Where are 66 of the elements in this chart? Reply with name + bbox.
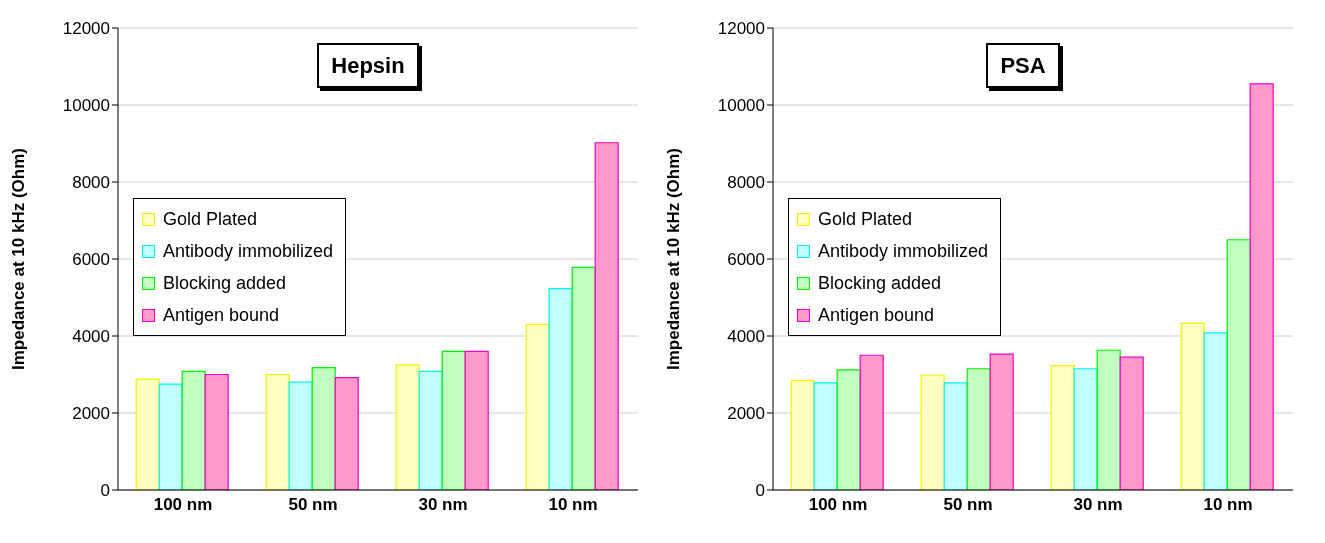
x-tick-label: 50 nm	[288, 495, 338, 515]
y-tick-label: 10000	[717, 96, 765, 116]
bar	[571, 266, 596, 490]
bar	[1203, 332, 1228, 490]
bar	[135, 378, 160, 490]
y-tick-label: 6000	[72, 250, 110, 270]
y-tick-label: 4000	[727, 327, 765, 347]
legend-label: Blocking added	[163, 272, 287, 295]
y-axis-title: Impedance at 10 kHz (Ohm)	[664, 147, 684, 371]
bar	[1226, 239, 1251, 490]
y-tick-label: 8000	[727, 173, 765, 193]
legend-label: Antigen bound	[163, 304, 280, 327]
bar	[1249, 83, 1274, 490]
bar	[464, 350, 489, 490]
x-tick-label: 30 nm	[418, 495, 468, 515]
x-tick-label: 10 nm	[1203, 495, 1253, 515]
bar	[525, 323, 550, 490]
bar	[311, 366, 336, 490]
y-tick-label: 2000	[72, 404, 110, 424]
bar	[158, 383, 183, 490]
y-tick-label: 6000	[727, 250, 765, 270]
legend-label: Antigen bound	[818, 304, 935, 327]
bar	[989, 353, 1014, 490]
y-tick-label: 12000	[717, 19, 765, 39]
bar	[548, 288, 573, 490]
y-tick-label: 0	[755, 481, 765, 501]
bar	[813, 382, 838, 490]
bar	[594, 142, 619, 490]
bar	[334, 376, 359, 490]
bar	[1050, 365, 1075, 490]
y-tick-label: 8000	[72, 173, 110, 193]
bar	[181, 370, 206, 490]
legend-label: Blocking added	[818, 272, 942, 295]
bar	[265, 373, 290, 490]
x-tick-label: 30 nm	[1073, 495, 1123, 515]
legend-label: Gold Plated	[818, 208, 913, 231]
bar	[836, 369, 861, 490]
x-tick-label: 100 nm	[808, 495, 868, 515]
y-tick-label: 2000	[727, 404, 765, 424]
bar	[943, 382, 968, 490]
bar	[859, 354, 884, 490]
bar	[1096, 349, 1121, 490]
y-axis-title: Impedance at 10 kHz (Ohm)	[9, 147, 29, 371]
legend-label: Antibody immobilized	[818, 240, 989, 263]
x-tick-label: 50 nm	[943, 495, 993, 515]
bar	[1180, 322, 1205, 490]
bar	[441, 350, 466, 490]
bar	[204, 373, 229, 490]
y-tick-label: 0	[100, 481, 110, 501]
x-tick-label: 100 nm	[153, 495, 213, 515]
text: PSA	[986, 43, 1060, 88]
y-tick-label: 4000	[72, 327, 110, 347]
legend-label: Gold Plated	[163, 208, 258, 231]
bar	[966, 368, 991, 490]
bar	[288, 381, 313, 490]
y-tick-label: 12000	[62, 19, 110, 39]
bar	[395, 364, 420, 490]
bar	[418, 370, 443, 490]
legend-label: Antibody immobilized	[163, 240, 334, 263]
bar	[1073, 368, 1098, 490]
x-tick-label: 10 nm	[548, 495, 598, 515]
y-tick-label: 10000	[62, 96, 110, 116]
bar	[1119, 356, 1144, 490]
bar	[920, 374, 945, 490]
bar	[790, 379, 815, 490]
text: Hepsin	[317, 43, 419, 88]
